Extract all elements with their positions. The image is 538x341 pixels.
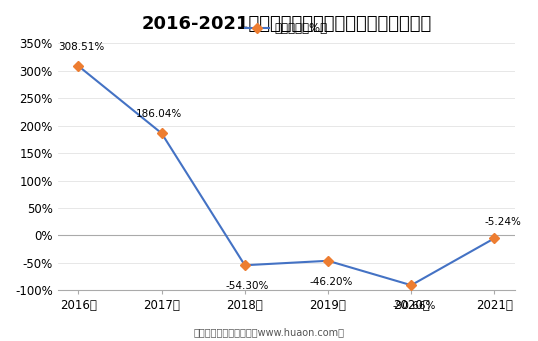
Text: 308.51%: 308.51% <box>58 42 104 51</box>
Text: -46.20%: -46.20% <box>309 277 352 287</box>
Text: -54.30%: -54.30% <box>226 281 269 291</box>
Text: 制图：华经产业研究院（www.huaon.com）: 制图：华经产业研究院（www.huaon.com） <box>194 328 344 338</box>
Text: -90.66%: -90.66% <box>392 301 436 311</box>
Title: 2016-2021年融捷健康按摩椅营业收入增速统计图: 2016-2021年融捷健康按摩椅营业收入增速统计图 <box>141 15 431 33</box>
Legend: 同比增长（%）: 同比增长（%） <box>240 17 332 40</box>
Text: 186.04%: 186.04% <box>136 109 182 119</box>
Text: -5.24%: -5.24% <box>484 217 521 227</box>
